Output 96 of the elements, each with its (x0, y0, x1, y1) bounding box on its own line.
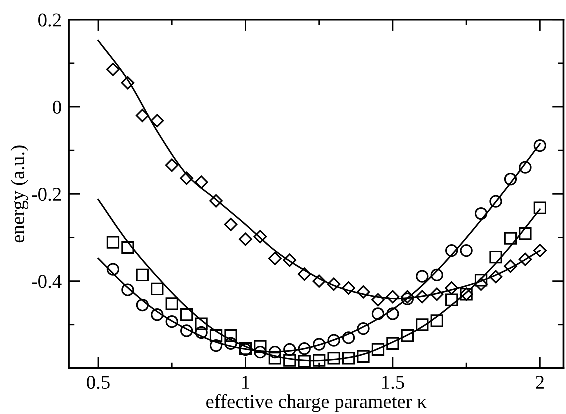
point (313, 338, 326, 351)
point (195, 318, 208, 330)
y-axis-title: energy (a.u.) (10, 146, 29, 243)
point (327, 278, 341, 292)
point (357, 350, 370, 364)
point (298, 268, 312, 281)
point (210, 339, 223, 352)
point (416, 270, 429, 283)
point (122, 284, 134, 296)
point (342, 282, 356, 295)
point (342, 332, 356, 344)
point (372, 308, 385, 320)
point (312, 274, 326, 288)
point (356, 286, 370, 299)
point (298, 355, 311, 368)
y-tick-label: -0.4 (32, 275, 62, 288)
y-tick-label: 0 (53, 100, 62, 114)
point (166, 298, 178, 310)
point (224, 218, 238, 232)
point (401, 290, 414, 304)
point (534, 244, 547, 258)
point (474, 274, 488, 287)
point (151, 282, 164, 296)
x-tick-label: 0.5 (87, 376, 110, 390)
point (283, 254, 297, 268)
point (430, 314, 444, 328)
point (180, 324, 194, 338)
point (254, 340, 267, 353)
point (504, 173, 518, 186)
point (430, 268, 444, 282)
point (195, 326, 208, 340)
point (490, 195, 502, 208)
point (298, 342, 311, 356)
point (416, 318, 429, 332)
point (106, 62, 120, 76)
point (180, 308, 194, 322)
point (518, 252, 532, 266)
point (401, 292, 414, 306)
point (150, 114, 164, 128)
point (386, 308, 400, 320)
point (122, 241, 134, 254)
point (504, 260, 518, 274)
point (534, 202, 546, 214)
point (106, 263, 120, 276)
point (224, 337, 238, 350)
point (165, 158, 179, 172)
point (210, 329, 223, 342)
point (504, 232, 518, 245)
point (328, 352, 340, 365)
point (401, 329, 414, 342)
point (136, 268, 149, 282)
point (284, 343, 296, 356)
point (386, 337, 400, 350)
x-tick-label: 1.5 (382, 376, 404, 390)
point (268, 252, 282, 266)
point (357, 322, 370, 336)
point (106, 236, 120, 249)
point (386, 290, 400, 304)
point (445, 282, 458, 295)
point (166, 316, 178, 328)
point (151, 308, 164, 322)
point (519, 228, 532, 240)
point (342, 352, 356, 365)
point (446, 244, 458, 258)
point (474, 207, 488, 220)
point (313, 354, 326, 367)
point (490, 251, 502, 264)
point (121, 76, 135, 90)
point (180, 172, 194, 186)
point (416, 290, 430, 304)
point (194, 176, 208, 190)
point (372, 293, 385, 307)
point (372, 343, 385, 356)
point (136, 109, 150, 122)
point (430, 288, 444, 302)
point (519, 161, 532, 174)
point (446, 294, 458, 306)
point (224, 329, 238, 342)
point (136, 298, 149, 312)
y-tick-label: -0.2 (32, 188, 62, 202)
y-tick-label: 0.2 (38, 14, 62, 27)
point (254, 230, 268, 244)
point (474, 278, 488, 292)
x-tick-label: 2 (536, 376, 544, 389)
point (460, 244, 473, 258)
x-tick-label: 1 (242, 376, 250, 389)
point (489, 270, 503, 284)
point (254, 346, 267, 359)
point (284, 354, 296, 367)
point (210, 194, 223, 208)
point (328, 334, 340, 347)
point (534, 139, 546, 152)
point (239, 232, 252, 246)
point (268, 346, 282, 359)
point (268, 352, 282, 365)
x-axis-title: effective charge parameter κ (206, 394, 427, 412)
